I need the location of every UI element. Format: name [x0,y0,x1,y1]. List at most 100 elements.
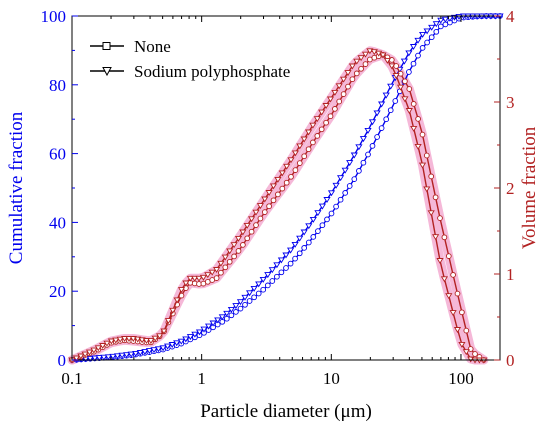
data-point [122,352,131,359]
data-point [250,285,258,292]
data-point [405,108,413,114]
data-point [318,203,327,210]
data-point [292,167,299,173]
data-point [337,196,344,203]
data-point [218,269,224,276]
data-point [362,61,369,67]
data-point [255,281,263,288]
data-point [361,51,370,58]
data-point [275,191,281,198]
data-point [349,76,356,83]
data-point [186,334,195,341]
data-point [278,269,285,276]
y-left-tick-label: 0 [58,351,67,370]
data-point [378,125,385,131]
data-point [440,276,449,283]
data-point [91,355,99,362]
data-point [340,91,347,97]
data-point [401,96,409,103]
data-point [256,203,265,210]
data-point [230,242,238,249]
data-point [450,272,456,278]
data-point [431,234,440,241]
y-left-tick-label: 60 [49,145,66,164]
data-point [383,57,392,64]
data-point [405,50,413,57]
data-point [392,73,400,80]
data-point [240,242,246,248]
data-point [342,190,349,196]
data-point [406,86,413,92]
data-point [324,216,330,223]
data-point [266,203,272,210]
data-point [428,173,435,180]
data-point [286,247,295,254]
data-point [223,315,230,322]
data-point [301,153,308,160]
data-point [332,182,340,189]
data-point [283,163,291,170]
data-point [454,290,461,297]
data-point [346,160,354,167]
data-point [217,260,225,267]
data-point [296,143,304,150]
data-point [365,151,371,158]
data-point [318,126,325,133]
y-right-tick-label: 1 [506,265,515,284]
data-point [326,96,335,103]
data-point [154,346,163,353]
data-point [279,185,286,192]
y-right-tick-label: 0 [506,351,515,370]
data-point [195,329,204,336]
data-point [274,273,280,280]
data-point [99,343,107,349]
data-point [414,37,422,44]
data-point [415,116,421,122]
data-point [423,186,431,193]
ticks-layer: 0.1 1 10 100 0 20 40 60 80 100 0 1 2 3 4 [41,7,516,388]
data-point [239,229,247,236]
legend-label-sodium-polyphosphate: Sodium polyphosphate [134,62,290,81]
data-point [368,119,377,126]
data-point [259,276,267,283]
data-point [236,299,245,306]
data-point [208,269,216,276]
data-point [141,349,149,356]
data-point [251,294,257,301]
data-point [242,301,248,308]
data-point [252,209,260,216]
data-point [459,309,465,316]
data-point [291,241,299,248]
series-halo [67,50,489,365]
data-point [182,336,190,343]
y-right-tick-label: 4 [506,7,515,26]
data-point [246,298,253,304]
data-point [418,31,427,38]
x-tick-label: 1 [197,369,206,388]
data-point [234,235,243,242]
data-point [333,203,339,210]
data-point [309,216,317,223]
series-line [71,50,484,361]
data-point [177,338,185,345]
data-point [313,116,321,123]
data-point [332,106,338,112]
data-point [341,167,349,174]
data-point [410,125,418,132]
series-layer [68,13,504,364]
data-point [269,183,278,190]
data-point [428,24,436,31]
data-point [360,159,367,166]
data-point [173,297,181,304]
data-point [237,305,244,312]
data-point [142,338,151,344]
data-point [388,63,396,70]
data-point [300,136,308,143]
data-point [100,354,108,361]
data-point [287,260,294,267]
data-point [209,320,217,327]
data-point [81,351,89,358]
data-point [364,127,372,134]
data-point [247,216,256,223]
